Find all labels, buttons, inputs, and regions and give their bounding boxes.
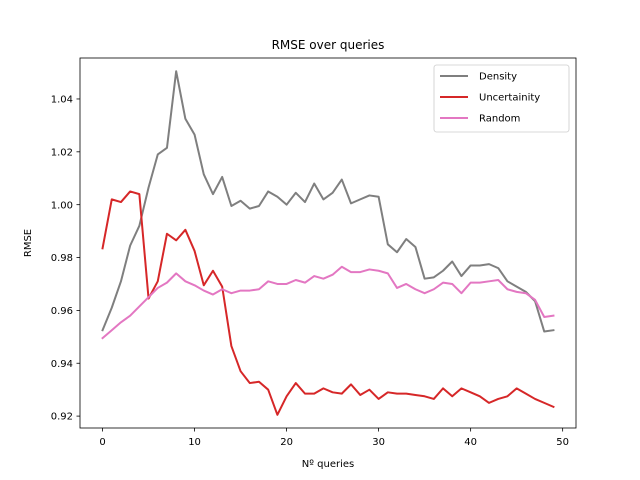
plot-frame: [79, 57, 577, 429]
y-axis-label: RMSE: [23, 229, 34, 257]
y-tick-label: 1.04: [51, 95, 73, 106]
series-line-density: [101, 70, 555, 333]
legend-label-random: Random: [479, 114, 520, 125]
x-tick-label: 50: [556, 437, 569, 448]
plot-lines: [101, 70, 555, 416]
y-tick-label: 0.96: [51, 306, 73, 317]
legend: Density Uncertainity Random: [433, 64, 570, 133]
x-tick-label: 30: [372, 437, 385, 448]
x-tick-label: 0: [99, 437, 105, 448]
legend-box: [433, 64, 570, 133]
x-tick-label: 20: [280, 437, 293, 448]
y-tick-label: 0.94: [51, 359, 73, 370]
legend-label-uncertainity: Uncertainity: [479, 93, 540, 104]
y-tick-label: 1.02: [51, 147, 73, 158]
y-axis: 0.92 0.94 0.96 0.98 1.00 1.02 1.04: [51, 95, 80, 423]
x-tick-label: 40: [464, 437, 477, 448]
chart-title: RMSE over queries: [272, 38, 385, 52]
legend-label-density: Density: [479, 72, 517, 83]
x-axis-label: Nº queries: [302, 459, 354, 470]
x-tick-label: 10: [188, 437, 201, 448]
x-axis: 0 10 20 30 40 50: [99, 428, 569, 448]
series-line-uncertainity: [101, 190, 555, 416]
y-tick-label: 1.00: [51, 200, 73, 211]
series-line-random: [101, 265, 555, 340]
y-tick-label: 0.92: [51, 412, 73, 423]
y-tick-label: 0.98: [51, 253, 73, 264]
